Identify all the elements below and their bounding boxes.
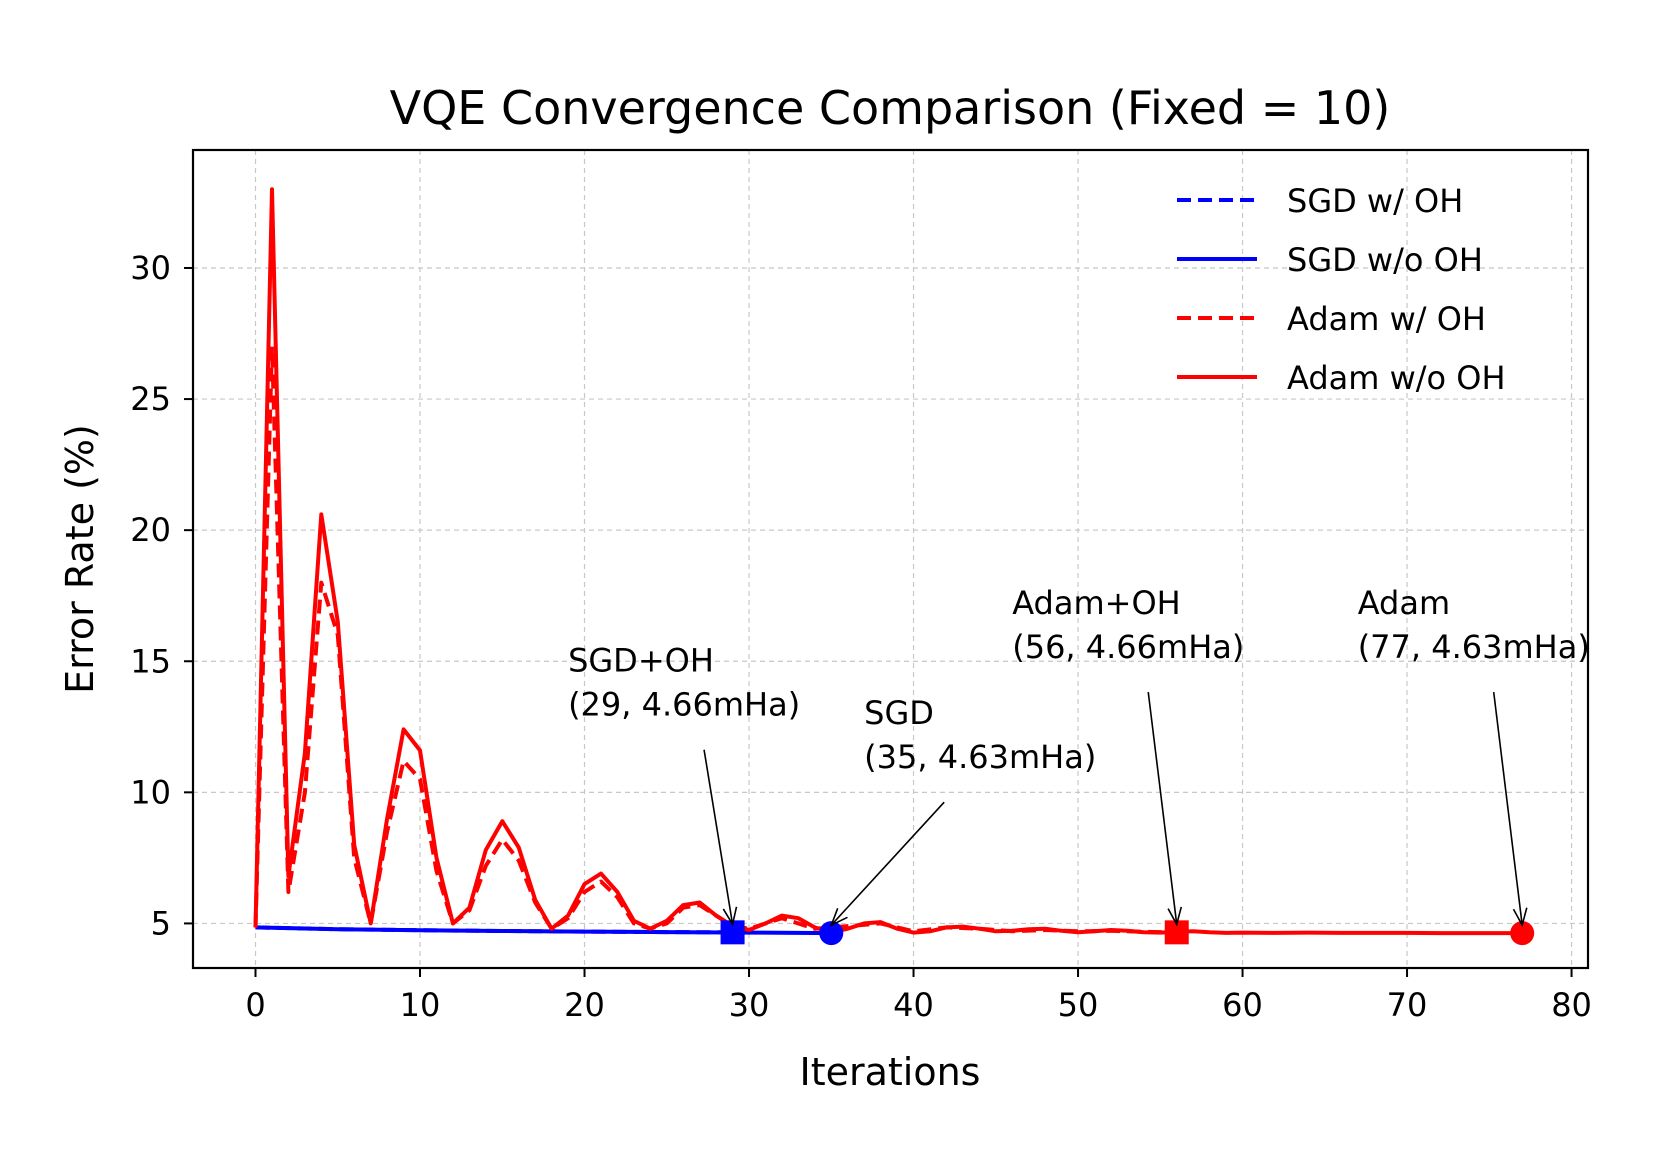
y-tick-label: 15: [130, 642, 171, 680]
marker-sgd: [819, 921, 844, 946]
marker-adam: [1510, 921, 1535, 946]
annotation-arrow: [703, 749, 734, 925]
x-tick-label: 40: [893, 986, 934, 1024]
x-tick-label: 20: [564, 986, 605, 1024]
x-tick-label: 10: [400, 986, 441, 1024]
annotation-title: SGD: [864, 694, 934, 732]
y-tick-label: 30: [130, 249, 171, 287]
annotation-arrow: [1147, 691, 1178, 925]
legend-label: SGD w/ OH: [1287, 182, 1463, 220]
x-tick-label: 30: [729, 986, 770, 1024]
series-line-sgd-w-oh: [255, 925, 733, 935]
annotation-arrowhead: [1167, 906, 1183, 927]
x-axis-label: Iterations: [800, 1050, 981, 1094]
legend-label: SGD w/o OH: [1287, 241, 1483, 279]
annotation-title: SGD+OH: [568, 642, 714, 680]
x-tick-label: 50: [1058, 986, 1099, 1024]
annotation-title: Adam: [1358, 584, 1450, 622]
y-tick-label: 25: [130, 380, 171, 418]
annotation-layer: SGD+OH (29, 4.66mHa) SGD (35, 4.63mHa) Adam+…: [568, 584, 1590, 928]
annotation-title: Adam+OH: [1012, 584, 1180, 622]
chart-title: VQE Convergence Comparison (Fixed = 10): [390, 81, 1391, 135]
plot-frame: [191, 148, 1590, 970]
legend-label: Adam w/ OH: [1287, 300, 1486, 338]
x-axis: 0 10 20 30 40 50 60 70 80: [245, 968, 1592, 1024]
x-tick-label: 60: [1222, 986, 1263, 1024]
annotation-value: (29, 4.66mHa): [568, 686, 800, 724]
annotation-value: (35, 4.63mHa): [864, 738, 1096, 776]
y-tick-label: 10: [130, 773, 171, 811]
series-line-adam-w-oh: [253, 344, 1177, 935]
legend: SGD w/ OH SGD w/o OH Adam w/ OH Adam w/o OH: [1177, 182, 1506, 397]
y-tick-label: 5: [151, 904, 171, 942]
annotation-arrow: [1492, 691, 1523, 926]
annotation-arrow: [830, 801, 945, 926]
annotation-arrowhead: [722, 906, 738, 927]
legend-label: Adam w/o OH: [1287, 359, 1506, 397]
annotation-value: (56, 4.66mHa): [1012, 628, 1244, 666]
annotation-arrowhead: [829, 908, 848, 927]
y-tick-label: 20: [130, 511, 171, 549]
grid: [193, 150, 1588, 968]
annotation-value: (77, 4.63mHa): [1358, 628, 1590, 666]
annotation-arrowhead: [1512, 907, 1528, 928]
x-tick-label: 0: [245, 986, 265, 1024]
x-tick-label: 80: [1551, 986, 1592, 1024]
y-axis-label: Error Rate (%): [58, 424, 102, 694]
y-axis: 5 10 15 20 25 30: [130, 249, 193, 942]
x-tick-label: 70: [1387, 986, 1428, 1024]
